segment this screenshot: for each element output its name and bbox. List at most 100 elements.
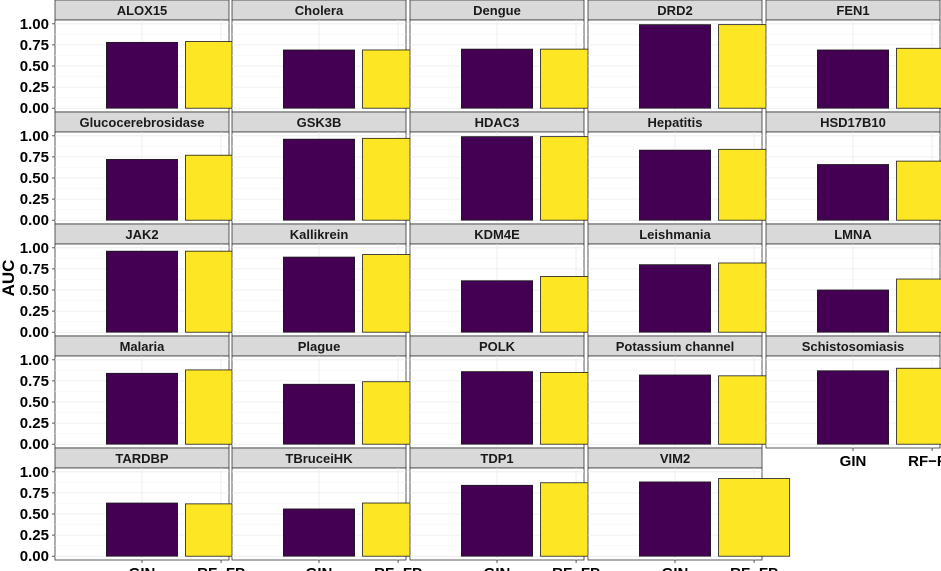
facet-panel: Plague [231, 335, 435, 449]
x-tick-label: GIN [662, 565, 689, 571]
facet-title: Malaria [120, 339, 166, 354]
facet-panel: VIM2 GIN RF−FP [587, 447, 791, 571]
bar [461, 48, 533, 109]
facet-panel: DRD2 [587, 0, 791, 113]
facet-title: Glucocerebrosidase [80, 115, 205, 130]
facet-title: TARDBP [115, 451, 169, 466]
x-tick-label: GIN [840, 453, 867, 470]
y-tick-label: 1.00 [20, 16, 49, 33]
bar [896, 278, 941, 333]
facet-title: LMNA [834, 227, 872, 242]
y-tick-label: 0.00 [20, 100, 49, 117]
y-tick-label: 0.25 [20, 79, 49, 96]
x-tick-label: GIN [129, 565, 156, 571]
facet-title: FEN1 [836, 3, 869, 18]
bar [106, 41, 178, 109]
facet-title: Plague [298, 339, 341, 354]
y-tick-label: 0.50 [20, 58, 49, 75]
y-tick-label: 0.00 [20, 212, 49, 229]
facet-panel: TDP1 GIN RF−FP [409, 447, 613, 571]
facet-title: TBruceiHK [285, 451, 353, 466]
bar [817, 164, 889, 221]
facet-title: POLK [479, 339, 516, 354]
x-tick-label: RF−FP [374, 565, 422, 571]
facet-panel: Schistosomiasis GIN RF−FP [765, 335, 941, 470]
facet-panel: Glucocerebrosidase 0.00 0.25 0.50 0.75 1.00 [20, 111, 258, 229]
bar [718, 478, 791, 557]
bar [461, 136, 533, 221]
facet-title: TDP1 [480, 451, 513, 466]
bar [896, 47, 941, 109]
bar [283, 49, 355, 109]
y-tick-label: 0.75 [20, 37, 49, 54]
facet-panel: TBruceiHK GIN RF−FP [231, 447, 435, 571]
bar [639, 374, 711, 445]
facets: ALOX15 0.00 0.25 0.50 0.75 1.00 Cholera Dengue D… [20, 0, 941, 571]
bar [639, 149, 711, 221]
y-tick-label: 0.50 [20, 394, 49, 411]
y-tick-label: 1.00 [20, 240, 49, 257]
y-tick-label: 0.50 [20, 506, 49, 523]
facet-title: Schistosomiasis [802, 339, 905, 354]
y-tick-label: 0.75 [20, 261, 49, 278]
facet-title: Hepatitis [648, 115, 703, 130]
bar [461, 280, 533, 333]
facet-title: GSK3B [297, 115, 342, 130]
y-tick-label: 0.25 [20, 191, 49, 208]
bar [283, 256, 355, 333]
y-tick-label: 0.00 [20, 324, 49, 341]
x-tick-label: GIN [306, 565, 333, 571]
y-tick-label: 1.00 [20, 464, 49, 481]
facet-panel: Cholera [231, 0, 435, 113]
bar [639, 24, 711, 109]
facet-panel: Malaria 0.00 0.25 0.50 0.75 1.00 [20, 335, 258, 453]
facet-panel: LMNA [765, 223, 941, 337]
facet-panel: Potassium channel [587, 335, 791, 449]
facet-panel: POLK [409, 335, 613, 449]
facet-title: HDAC3 [475, 115, 520, 130]
facet-title: ALOX15 [117, 3, 168, 18]
y-tick-label: 0.50 [20, 282, 49, 299]
bar [283, 138, 355, 221]
facet-panel: Hepatitis [587, 111, 791, 225]
facet-panel: HSD17B10 [765, 111, 941, 225]
facet-panel: FEN1 [765, 0, 941, 113]
facet-title: VIM2 [660, 451, 690, 466]
x-tick-label: RF−FP [197, 565, 245, 571]
bar [106, 159, 178, 221]
facet-panel: Dengue [409, 0, 613, 113]
facet-panel: TARDBP 0.00 0.25 0.50 0.75 1.00 GIN RF−FP [20, 447, 258, 571]
facet-panel: Leishmania [587, 223, 791, 337]
facet-panel: HDAC3 [409, 111, 613, 225]
y-axis-title: AUC [0, 260, 18, 297]
x-tick-label: RF−FP [730, 565, 778, 571]
facet-title: HSD17B10 [820, 115, 886, 130]
x-tick-label: RF−FP [908, 453, 941, 470]
facet-panel: GSK3B [231, 111, 435, 225]
facet-title: DRD2 [657, 3, 692, 18]
bar [106, 502, 178, 557]
y-tick-label: 0.75 [20, 149, 49, 166]
y-tick-label: 0.25 [20, 527, 49, 544]
y-tick-label: 0.25 [20, 415, 49, 432]
y-tick-label: 1.00 [20, 128, 49, 145]
x-tick-label: GIN [484, 565, 511, 571]
facet-panel: ALOX15 0.00 0.25 0.50 0.75 1.00 [20, 0, 258, 117]
y-tick-label: 1.00 [20, 352, 49, 369]
facet-title: KDM4E [474, 227, 520, 242]
y-tick-label: 0.25 [20, 303, 49, 320]
facet-title: JAK2 [125, 227, 158, 242]
y-tick-label: 0.50 [20, 170, 49, 187]
facet-panel: Kallikrein [231, 223, 435, 337]
facet-title: Cholera [295, 3, 344, 18]
bar [817, 289, 889, 333]
y-tick-label: 0.75 [20, 485, 49, 502]
x-tick-label: RF−FP [552, 565, 600, 571]
bar [283, 383, 355, 445]
bar [106, 372, 178, 445]
bar [639, 481, 711, 557]
facet-title: Dengue [473, 3, 521, 18]
bar [817, 49, 889, 109]
bar [896, 367, 941, 445]
